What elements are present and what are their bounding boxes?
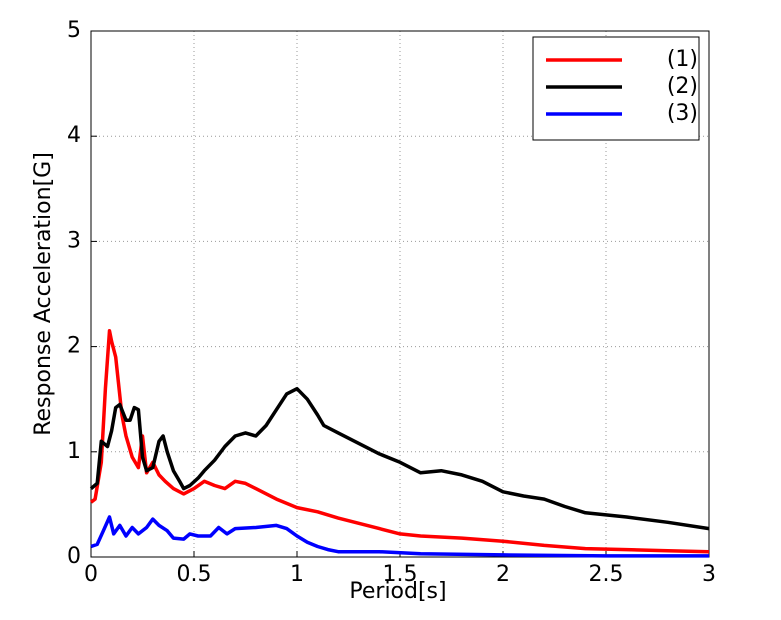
x-tick-label: 2.5 <box>589 562 624 587</box>
y-tick-label: 3 <box>67 228 81 253</box>
x-tick-label: 2 <box>496 562 510 587</box>
y-tick-label: 0 <box>67 544 81 569</box>
series-line <box>89 329 710 554</box>
y-tick-label: 5 <box>67 18 81 43</box>
legend-label: (3) <box>667 101 698 126</box>
x-axis-label: Period[s] <box>349 579 446 604</box>
y-tick-label: 2 <box>67 334 81 359</box>
y-axis-label: Response Acceleration[G] <box>31 152 56 436</box>
legend-label: (1) <box>667 47 698 72</box>
x-tick-label: 3 <box>702 562 716 587</box>
plot-frame <box>90 30 710 558</box>
x-tick-label: 1 <box>290 562 304 587</box>
x-tick-label: 1.5 <box>383 562 418 587</box>
legend-label: (2) <box>667 74 698 99</box>
y-tick-label: 1 <box>67 439 81 464</box>
x-tick-label: 0 <box>84 562 98 587</box>
x-tick-label: 0.5 <box>177 562 212 587</box>
y-tick-label: 4 <box>67 123 81 148</box>
series-line <box>90 515 709 558</box>
series-line <box>89 386 710 531</box>
